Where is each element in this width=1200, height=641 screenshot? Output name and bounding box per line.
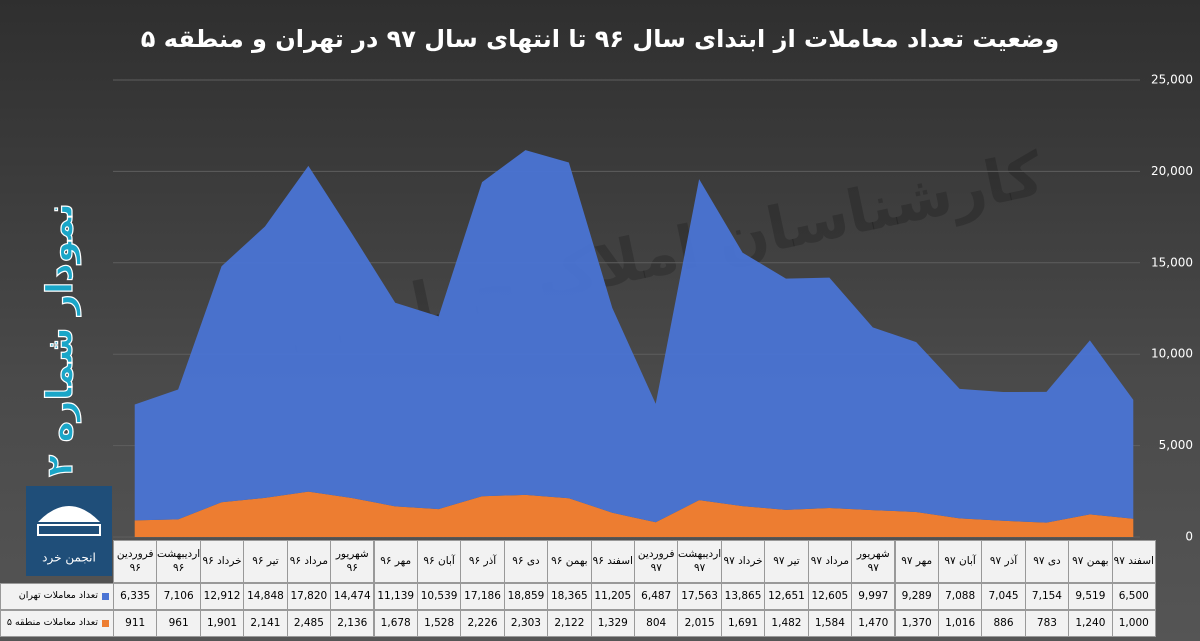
table-value-cell: 17,820 [286, 583, 332, 610]
y-tick-label: 25,000 [1151, 73, 1193, 87]
table-value-cell: 7,045 [981, 583, 1026, 610]
y-tick-label: 0 [1185, 530, 1193, 544]
logo: انجمن خرد [26, 486, 112, 576]
table-value-cell: 2,122 [547, 610, 592, 637]
chart-title: وضعیت تعداد معاملات از ابتدای سال ۹۶ تا … [141, 25, 1059, 53]
table-value-cell: 2,136 [330, 610, 375, 637]
table-value-cell: 13,865 [720, 583, 766, 610]
table-value-cell: 911 [113, 610, 158, 637]
table-value-cell: 7,106 [156, 583, 201, 610]
table-value-cell: 2,226 [460, 610, 505, 637]
table-value-cell: 11,205 [590, 583, 635, 610]
table-value-cell: 6,335 [113, 583, 158, 610]
table-header-cell: مرداد ۹۶ [286, 540, 332, 583]
logo-base [37, 524, 101, 536]
table-value-cell: 11,139 [373, 583, 418, 610]
table-header-cell: خرداد ۹۷ [720, 540, 766, 583]
table-value-cell: 1,901 [199, 610, 245, 637]
table-header-cell: آبان ۹۶ [416, 540, 462, 583]
table-header-cell: آبان ۹۷ [937, 540, 983, 583]
table-value-cell: 18,859 [503, 583, 549, 610]
table-value-cell: 17,563 [677, 583, 722, 610]
table-value-cell: 2,141 [243, 610, 288, 637]
table-value-cell: 1,584 [807, 610, 853, 637]
table-header-cell: دی ۹۷ [1024, 540, 1070, 583]
logo-text: انجمن خرد [42, 551, 96, 566]
table-value-cell: 14,848 [243, 583, 288, 610]
table-header-cell: اسفند ۹۷ [1111, 540, 1156, 583]
table-value-cell: 2,485 [286, 610, 332, 637]
legend-cell: تعداد معاملات منطقه ۵ [0, 610, 114, 637]
y-tick-label: 10,000 [1151, 347, 1193, 361]
table-header-cell: بهمن ۹۷ [1068, 540, 1113, 583]
table-value-cell: 18,365 [547, 583, 592, 610]
table-value-cell: 9,289 [894, 583, 939, 610]
legend-label: تعداد معاملات تهران [18, 590, 98, 602]
table-header-cell: اسفند ۹۶ [590, 540, 635, 583]
table-header-cell: آذر ۹۷ [981, 540, 1026, 583]
table-header-cell: تیر ۹۷ [764, 540, 809, 583]
logo-dome [38, 506, 100, 522]
table-header-cell: مهر ۹۶ [373, 540, 418, 583]
table-value-cell: 783 [1024, 610, 1070, 637]
table-value-cell: 9,519 [1068, 583, 1113, 610]
table-header-cell: فروردین ۹۷ [634, 540, 679, 583]
table-header-cell: مرداد ۹۷ [807, 540, 853, 583]
legend-cell: تعداد معاملات تهران [0, 583, 114, 610]
table-value-cell: 961 [156, 610, 201, 637]
table-value-cell: 1,240 [1068, 610, 1113, 637]
table-value-cell: 804 [634, 610, 679, 637]
table-header-cell: فروردین ۹۶ [113, 540, 158, 583]
area [134, 150, 1134, 523]
table-value-cell: 1,528 [416, 610, 462, 637]
table-header-cell: دی ۹۶ [503, 540, 549, 583]
table-value-cell: 17,186 [460, 583, 505, 610]
logo-box [26, 486, 112, 576]
table-header-cell: تیر ۹۶ [243, 540, 288, 583]
table-header-cell: خرداد ۹۶ [199, 540, 245, 583]
y-tick-label: 5,000 [1159, 438, 1193, 452]
table-value-cell: 2,303 [503, 610, 549, 637]
table-value-cell: 1,678 [373, 610, 418, 637]
table-header-cell: آذر ۹۶ [460, 540, 505, 583]
table-value-cell: 7,154 [1024, 583, 1070, 610]
table-header-cell: اردیبهشت ۹۷ [677, 540, 722, 583]
table-value-cell: 6,500 [1111, 583, 1156, 610]
side-label: نمودار شماره ۲ [40, 203, 81, 477]
table-value-cell: 10,539 [416, 583, 462, 610]
table-value-cell: 1,470 [851, 610, 896, 637]
table-value-cell: 1,016 [937, 610, 983, 637]
y-tick-label: 20,000 [1151, 164, 1193, 178]
y-tick-label: 15,000 [1151, 255, 1193, 269]
table-value-cell: 1,370 [894, 610, 939, 637]
table-value-cell: 886 [981, 610, 1026, 637]
table-value-cell: 1,691 [720, 610, 766, 637]
table-header-cell: شهریور ۹۷ [851, 540, 896, 583]
table-value-cell: 2,015 [677, 610, 722, 637]
table-value-cell: 12,651 [764, 583, 809, 610]
table-value-cell: 7,088 [937, 583, 983, 610]
table-value-cell: 14,474 [330, 583, 375, 610]
table-value-cell: 1,482 [764, 610, 809, 637]
table-header-cell: مهر ۹۷ [894, 540, 939, 583]
table-header-cell: شهریور ۹۶ [330, 540, 375, 583]
table-value-cell: 12,605 [807, 583, 853, 610]
table-value-cell: 1,329 [590, 610, 635, 637]
table-header-cell: بهمن ۹۶ [547, 540, 592, 583]
table-header-cell: اردیبهشت ۹۶ [156, 540, 201, 583]
area [134, 491, 1134, 537]
legend-label: تعداد معاملات منطقه ۵ [6, 617, 98, 629]
legend-swatch [102, 620, 109, 627]
table-value-cell: 9,997 [851, 583, 896, 610]
legend-swatch [102, 593, 109, 600]
table-value-cell: 6,487 [634, 583, 679, 610]
table-value-cell: 1,000 [1111, 610, 1156, 637]
table-value-cell: 12,912 [199, 583, 245, 610]
